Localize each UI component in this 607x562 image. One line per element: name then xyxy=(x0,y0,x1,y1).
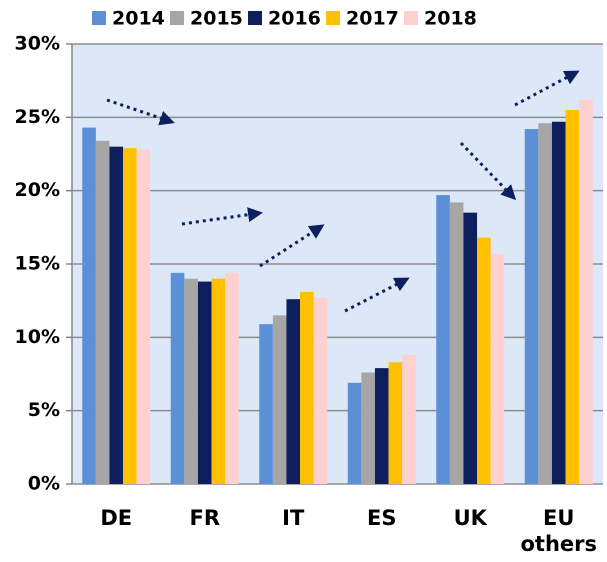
bar xyxy=(347,382,362,484)
bar xyxy=(136,149,151,484)
legend-swatch xyxy=(404,11,418,25)
bar xyxy=(463,212,478,484)
x-tick-label: IT xyxy=(282,506,305,530)
arrow xyxy=(259,224,325,268)
bar xyxy=(402,354,416,484)
bar xyxy=(524,129,539,485)
trend-arrows xyxy=(106,70,580,313)
bar xyxy=(490,253,505,484)
legend: 2014 2015 2016 2017 2018 xyxy=(92,8,477,30)
bar xyxy=(109,146,124,484)
legend-label: 2017 xyxy=(346,8,399,30)
bar xyxy=(551,121,566,484)
bar xyxy=(184,278,198,484)
legend-label: 2018 xyxy=(424,8,477,30)
x-tick-label: EU others xyxy=(520,506,597,556)
bar xyxy=(300,291,314,484)
arrow xyxy=(181,207,263,226)
legend-swatch xyxy=(326,11,340,25)
arrow xyxy=(344,277,410,313)
bar xyxy=(272,315,287,484)
bar xyxy=(313,297,328,484)
bar xyxy=(95,140,110,485)
arrow xyxy=(459,141,517,201)
bars xyxy=(82,99,593,485)
y-tick-label: 20% xyxy=(15,179,60,201)
x-tick-label: UK xyxy=(453,506,487,530)
bar xyxy=(123,148,137,484)
bar xyxy=(286,299,301,484)
legend-swatch xyxy=(92,11,106,25)
y-tick-label: 5% xyxy=(28,399,60,421)
bar xyxy=(225,272,239,484)
legend-label: 2015 xyxy=(190,8,243,30)
x-tick-label: FR xyxy=(189,506,220,530)
legend-swatch xyxy=(248,11,262,25)
legend-swatch xyxy=(170,11,184,25)
y-tick-label: 30% xyxy=(15,33,60,55)
bar xyxy=(197,281,212,484)
bar xyxy=(388,362,403,484)
bar xyxy=(361,372,375,484)
bar xyxy=(374,368,389,484)
bar xyxy=(477,237,491,484)
bar xyxy=(82,127,96,484)
x-tick-label: DE xyxy=(100,506,133,530)
arrow xyxy=(106,98,175,126)
bar xyxy=(538,123,552,484)
y-tick-label: 10% xyxy=(15,326,60,348)
bar xyxy=(449,202,464,484)
bar xyxy=(170,272,185,484)
bar xyxy=(565,110,580,484)
x-tick-label: ES xyxy=(367,506,397,530)
arrow xyxy=(514,70,580,107)
bar xyxy=(259,324,273,484)
y-tick-label: 0% xyxy=(28,473,60,495)
y-tick-label: 15% xyxy=(15,253,60,275)
legend-label: 2016 xyxy=(268,8,321,30)
legend-label: 2014 xyxy=(112,8,165,30)
bar xyxy=(211,278,226,484)
bar xyxy=(579,99,593,484)
y-tick-label: 25% xyxy=(15,106,60,128)
bar xyxy=(436,195,450,485)
